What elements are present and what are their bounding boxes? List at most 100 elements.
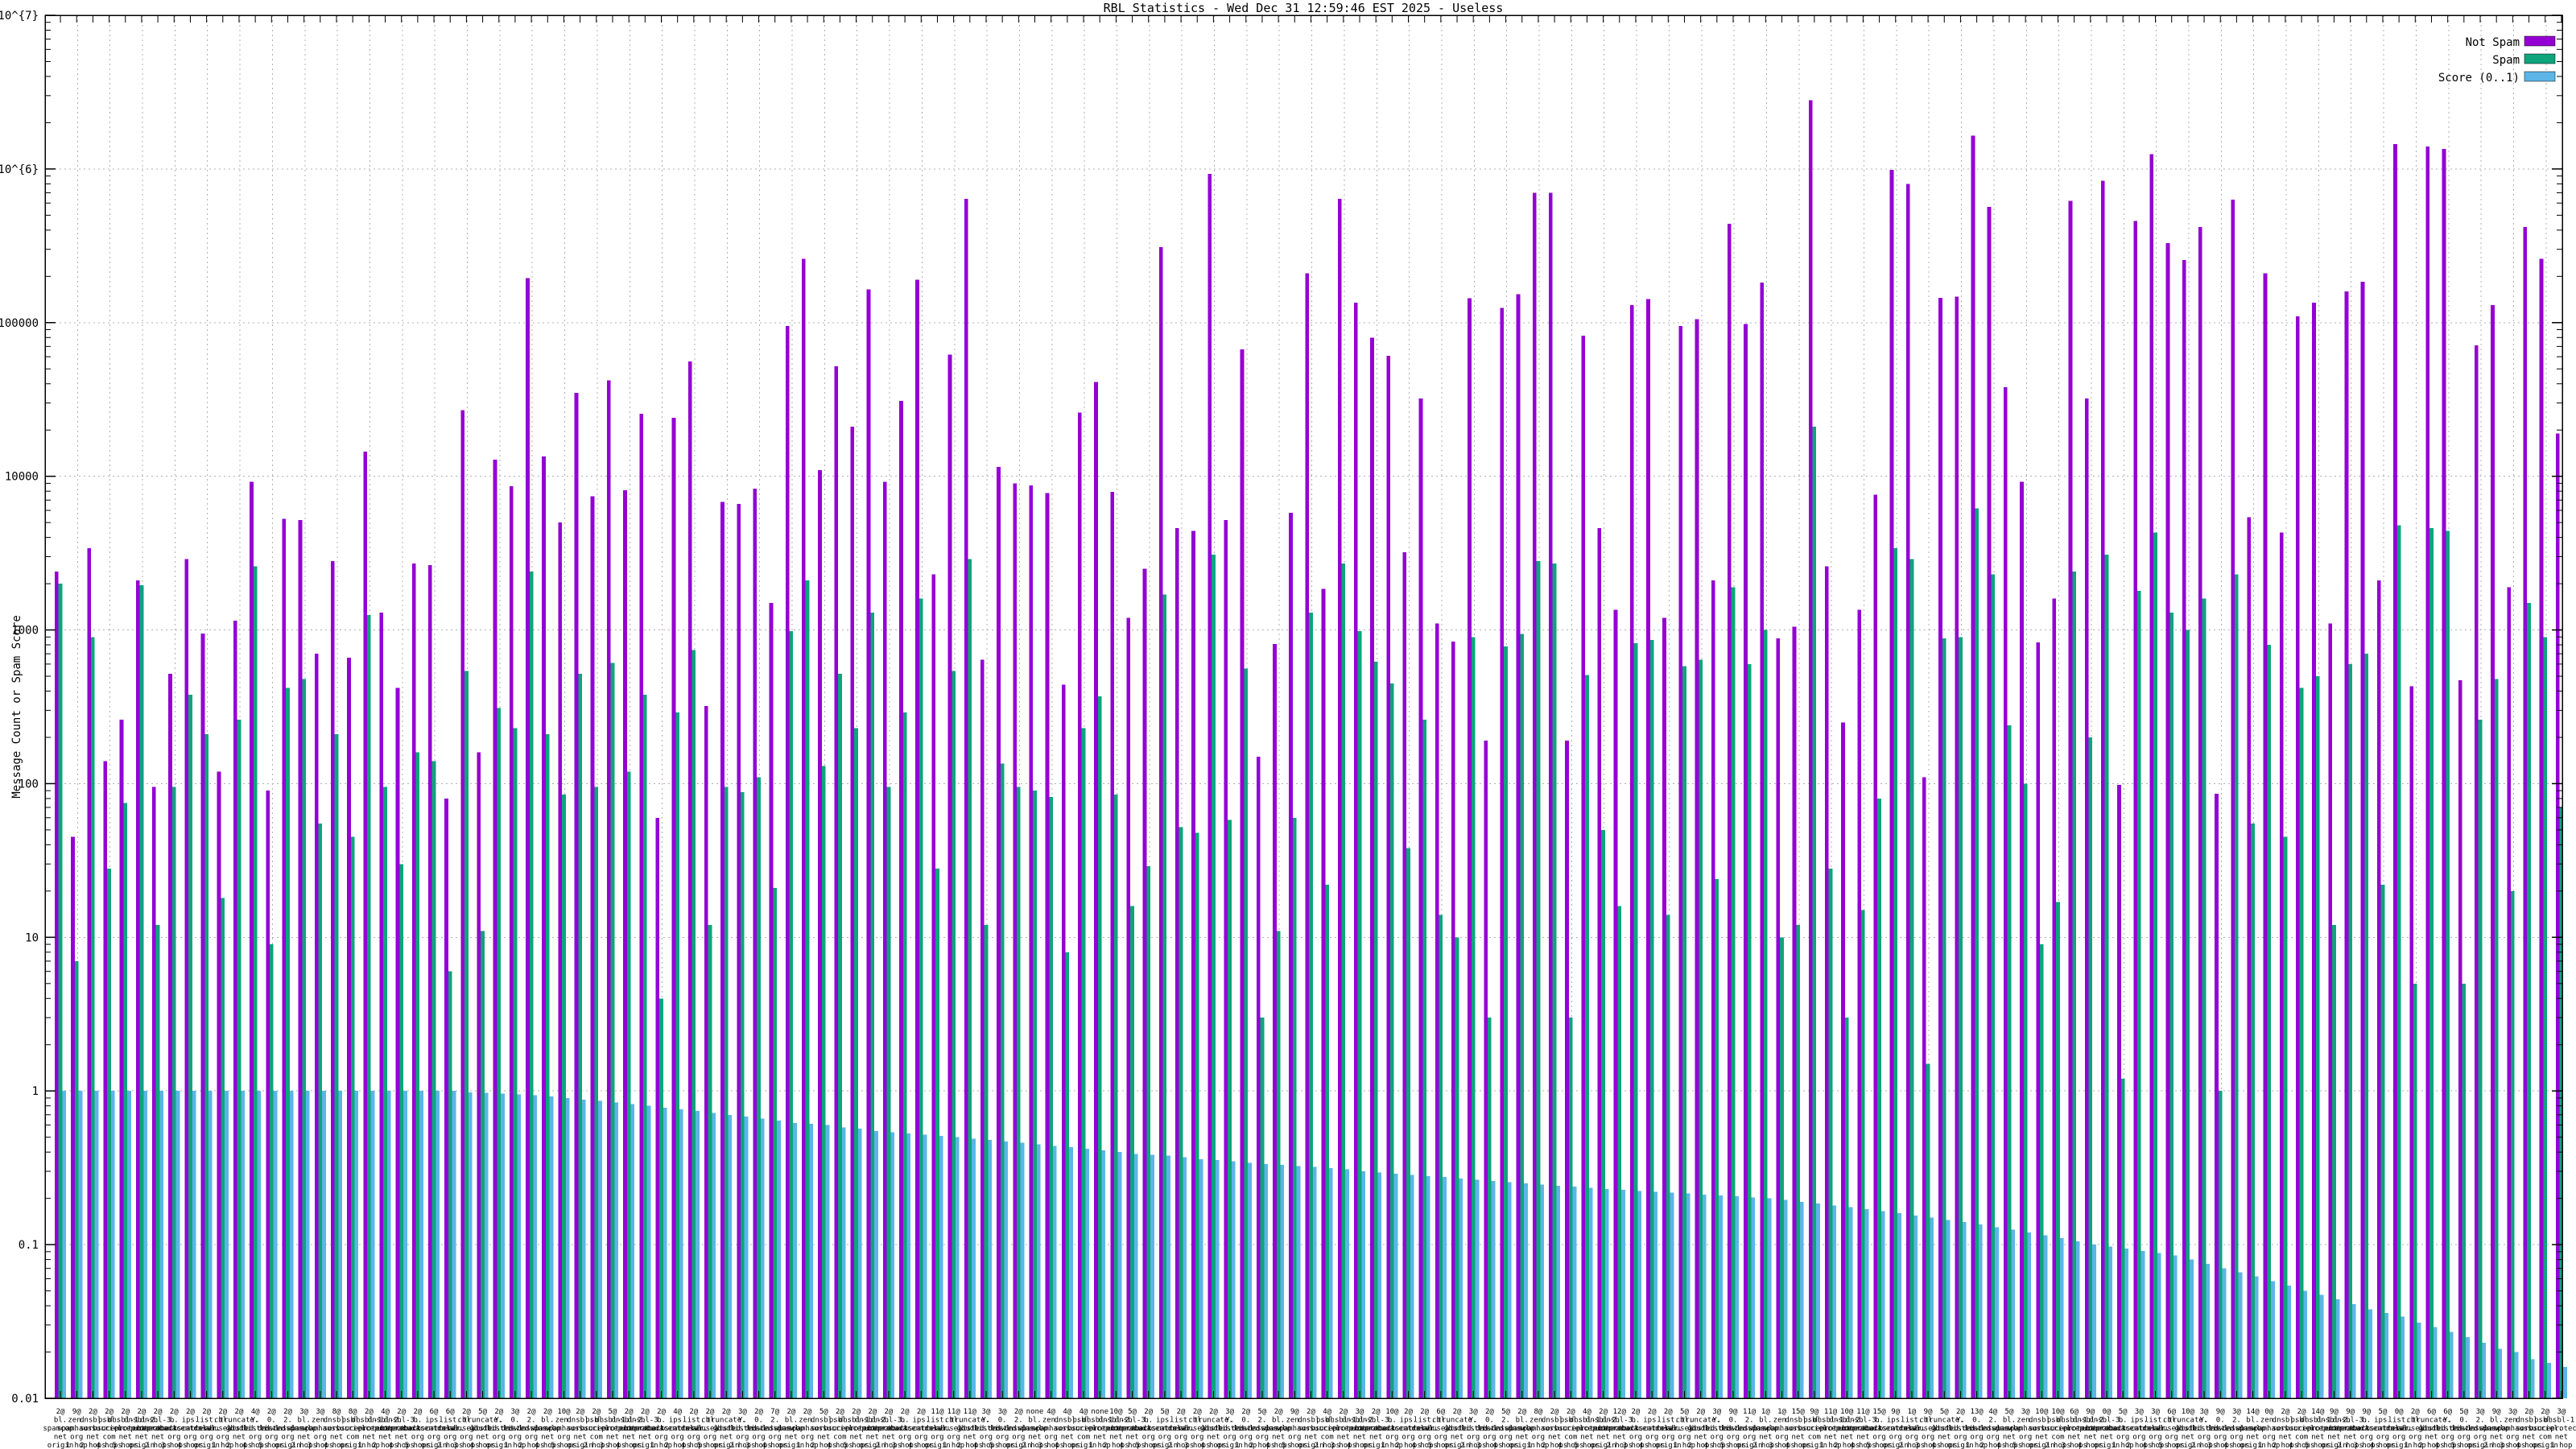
- x-tick-label-line: 1 hop: [2112, 1442, 2134, 1449]
- bar-spam: [2559, 807, 2564, 1398]
- bar-score: [484, 1092, 489, 1398]
- x-tick-label-line: 2 hops: [2126, 1442, 2153, 1449]
- x-tick-label-line: 5@: [1501, 1408, 1510, 1416]
- x-tick-label-line: 4 hops: [1347, 1442, 1373, 1449]
- bar-score: [906, 1133, 911, 1398]
- x-tick-label-line: 1 hop: [1819, 1442, 1841, 1449]
- x-tick-label-line: 8@: [1534, 1408, 1542, 1416]
- x-tick-label-line: net: [1840, 1434, 1853, 1442]
- x-tick-label-line: 14@: [2246, 1408, 2260, 1416]
- x-tick-label-line: origin: [1444, 1442, 1471, 1449]
- x-tick-label-line: net: [1824, 1434, 1837, 1442]
- bar-score: [1604, 1189, 1609, 1398]
- x-tick-label-line: 4@: [673, 1408, 682, 1416]
- x-tick-label-line: net: [1856, 1434, 1869, 1442]
- x-tick-label-line: 2@: [1274, 1408, 1283, 1416]
- legend-swatch-spam: [2524, 53, 2556, 64]
- bar-not-spam: [526, 278, 530, 1398]
- bar-not-spam: [606, 380, 611, 1399]
- x-tick-label-line: psbl.: [2047, 1417, 2069, 1425]
- x-tick-label-line: gbudb.: [957, 1425, 984, 1433]
- x-tick-label-line: origin: [340, 1442, 366, 1449]
- x-tick-label-line: cbl.: [1432, 1417, 1450, 1425]
- bar-spam: [204, 733, 208, 1398]
- bar-score: [2157, 1253, 2161, 1398]
- x-tick-label-line: org: [314, 1434, 327, 1442]
- x-tick-label-line: org: [2165, 1434, 2178, 1442]
- bar-not-spam: [1208, 173, 1212, 1398]
- x-tick-label-line: org: [1385, 1434, 1398, 1442]
- x-tick-label-line: org: [2116, 1434, 2129, 1442]
- bar-not-spam: [55, 572, 59, 1398]
- x-tick-label-line: 3@: [1225, 1408, 1234, 1416]
- x-tick-label-line: 2@: [1664, 1408, 1673, 1416]
- bar-not-spam: [1273, 644, 1277, 1398]
- x-tick-label-line: spamcop.: [1505, 1425, 1539, 1433]
- y-tick-label: 1000: [11, 625, 39, 638]
- bar-not-spam: [1078, 412, 1082, 1398]
- x-tick-label-line: spamcop.: [287, 1425, 321, 1433]
- x-tick-label-line: listed.dnswl.: [1445, 1425, 1501, 1433]
- bar-score: [338, 1091, 343, 1398]
- x-tick-label-line: listed.dnswl.: [1965, 1425, 2021, 1433]
- x-tick-label-line: 5 hops: [405, 1442, 431, 1449]
- x-tick-label-line: net: [1548, 1434, 1561, 1442]
- x-tick-label-line: 10@: [2035, 1408, 2049, 1416]
- x-tick-label-line: dnswl.: [2386, 1425, 2413, 1433]
- bar-not-spam: [314, 654, 319, 1398]
- x-tick-label-line: surriel.: [1310, 1425, 1344, 1433]
- x-tick-label-line: 2 hops: [145, 1442, 171, 1449]
- bar-not-spam: [915, 279, 919, 1399]
- x-tick-label-line: 3 hops: [745, 1442, 772, 1449]
- bar-score: [501, 1093, 505, 1398]
- bar-not-spam: [347, 658, 351, 1398]
- x-tick-label-line: 3 hops: [892, 1442, 919, 1449]
- x-tick-label-line: origin: [275, 1442, 301, 1449]
- bar-score: [62, 1091, 67, 1398]
- bar-spam: [2494, 679, 2499, 1398]
- bar-spam: [2007, 724, 2012, 1398]
- x-tick-label-line: 2@: [2411, 1408, 2420, 1416]
- bar-score: [777, 1121, 781, 1398]
- bar-not-spam: [1532, 192, 1537, 1398]
- x-tick-label-line: dnsbl-3.: [1602, 1417, 1637, 1425]
- x-tick-label-line: dnsbl-2.: [2317, 1417, 2351, 1425]
- x-tick-label-line: 4 hops: [1931, 1442, 1958, 1449]
- x-tick-label-line: org: [557, 1434, 570, 1442]
- x-tick-label-line: 4@: [1323, 1408, 1331, 1416]
- x-tick-label-line: origin: [2175, 1442, 2202, 1449]
- x-tick-label-line: 9@: [2216, 1408, 2225, 1416]
- x-tick-label-line: org: [947, 1434, 960, 1442]
- x-tick-label-line: sorbs.: [1298, 1425, 1324, 1433]
- bar-score: [1085, 1149, 1090, 1398]
- x-tick-label-line: gbudb.: [2175, 1425, 2202, 1433]
- x-tick-label-line: 3@: [2151, 1408, 2160, 1416]
- bar-spam: [2396, 525, 2401, 1398]
- x-tick-label-line: 2 hops: [876, 1442, 902, 1449]
- x-tick-label-line: org: [1045, 1434, 1058, 1442]
- bar-score: [273, 1091, 278, 1398]
- x-tick-label-line: spamcop.: [2479, 1425, 2513, 1433]
- x-tick-label-line: 5@: [1160, 1408, 1169, 1416]
- x-tick-label-line: 3@: [2508, 1408, 2517, 1416]
- bar-not-spam: [1711, 580, 1715, 1398]
- x-tick-label-line: org: [769, 1434, 782, 1442]
- x-tick-label-line: uceprotect.: [865, 1425, 913, 1433]
- x-tick-label-line: listed.dnswl.: [2176, 1425, 2232, 1433]
- x-tick-label-line: 2 hops: [584, 1442, 610, 1449]
- x-tick-label-line: surriel.: [1066, 1425, 1100, 1433]
- bar-not-spam: [411, 564, 416, 1399]
